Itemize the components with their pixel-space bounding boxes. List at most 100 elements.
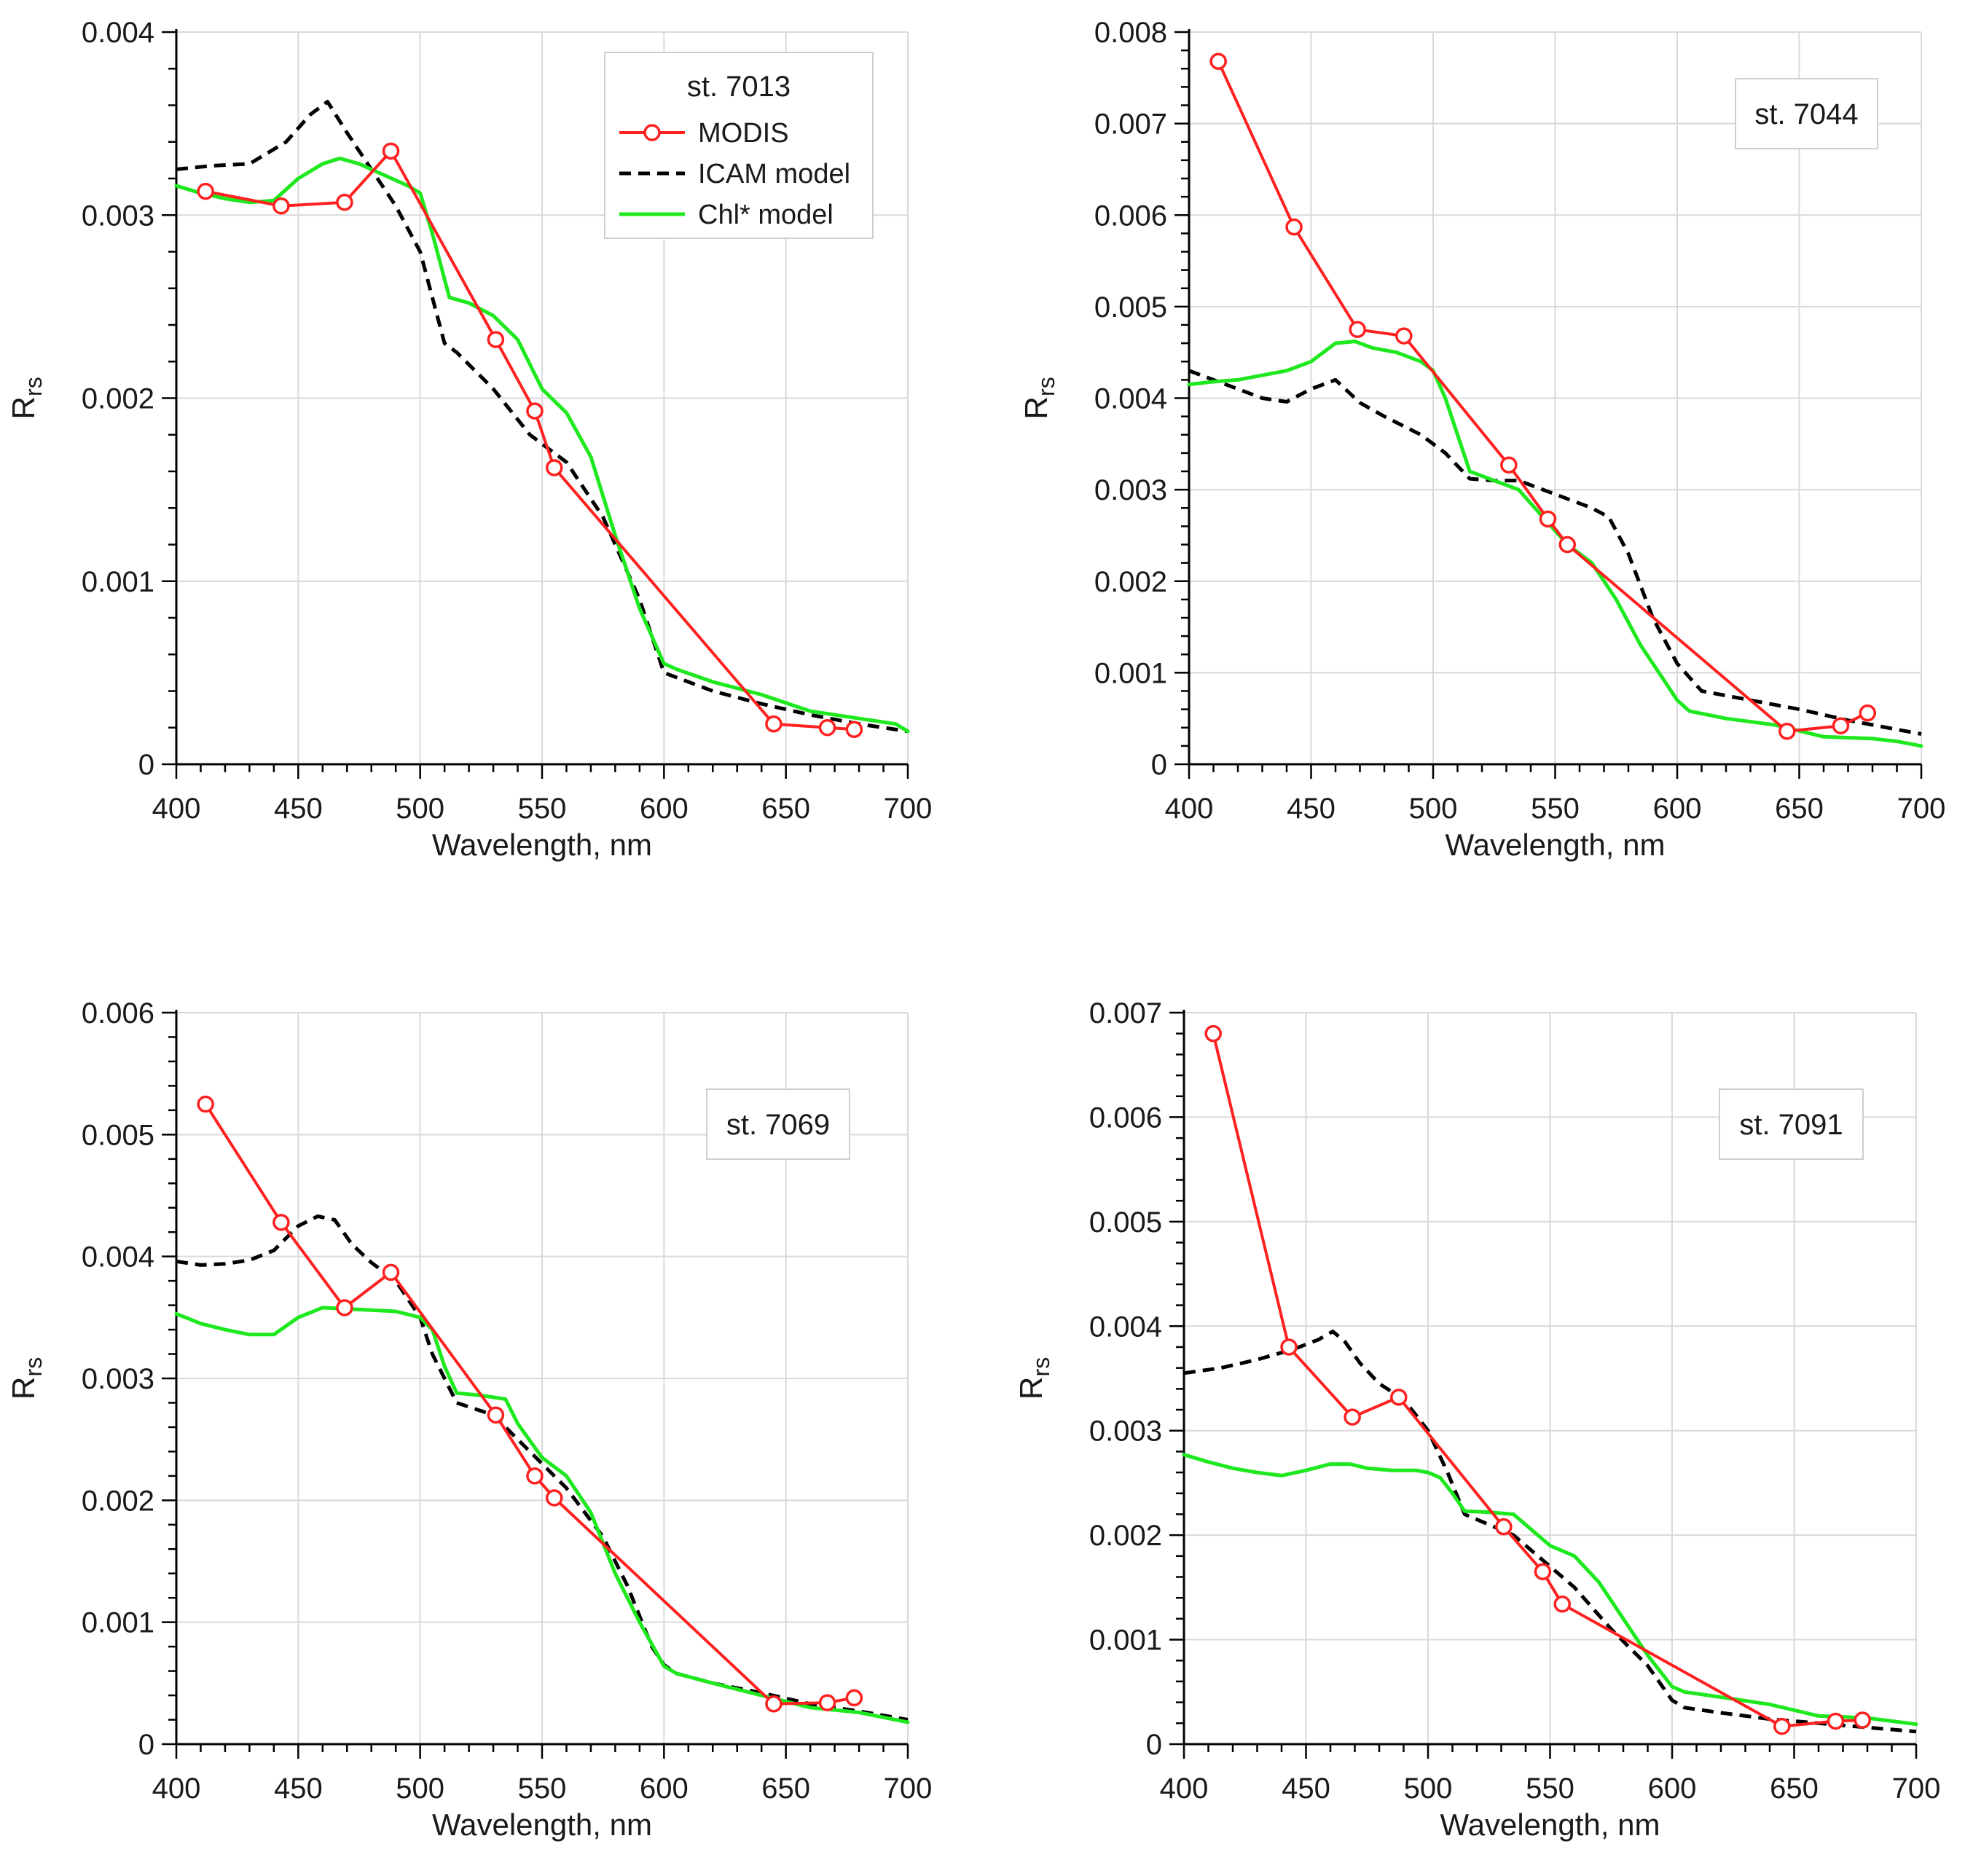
- modis-point: [1778, 723, 1796, 740]
- x-tick-label: 600: [1648, 1773, 1697, 1805]
- y-axis-label: Rrs: [6, 1357, 47, 1400]
- station-label: st. 7044: [1754, 98, 1858, 130]
- x-tick-label: 500: [396, 793, 444, 825]
- modis-point: [382, 142, 400, 160]
- x-tick-label: 650: [761, 1773, 810, 1805]
- y-tick-label: 0: [138, 1729, 154, 1761]
- x-tick-label: 600: [640, 1773, 689, 1805]
- modis-point: [818, 719, 836, 737]
- y-tick-label: 0.008: [1094, 17, 1167, 49]
- modis-point: [1204, 1024, 1222, 1043]
- y-axis-label-main: R: [1013, 1376, 1049, 1400]
- x-axis-label: Wavelength, nm: [432, 828, 652, 862]
- x-tick-label: 400: [1160, 1773, 1209, 1805]
- modis-point: [197, 182, 214, 200]
- y-tick-label: 0.004: [82, 17, 154, 49]
- x-tick-label: 700: [884, 1773, 933, 1805]
- legend-box: [604, 52, 874, 239]
- chart-panel-4: 0 0.001 0.002 0.003 0.004 0.005 0.006 0.007 400 4…: [1013, 997, 1940, 1842]
- modis-point: [1832, 717, 1850, 734]
- chart-panel-2: 0 0.001 0.002 0.003 0.004 0.005 0.006 0.007 0.00…: [1019, 17, 1945, 862]
- series-line-modis: [1217, 60, 1870, 733]
- y-tick-label: 0.002: [82, 1485, 154, 1517]
- modis-point: [1553, 1596, 1571, 1613]
- series-line-chl-model: [1182, 1453, 1918, 1727]
- y-axis-label-main: R: [6, 396, 42, 420]
- y-tick-label: 0.001: [1089, 1625, 1162, 1657]
- modis-point: [1209, 52, 1227, 70]
- legend: st. 7013 MODIS ICAM model Chl* model: [604, 52, 874, 239]
- modis-point: [545, 1489, 563, 1507]
- series-line-chl-model: [1187, 340, 1923, 748]
- x-axis-label: Wavelength, nm: [1440, 1808, 1660, 1842]
- modis-point: [1859, 704, 1877, 722]
- station-label: st. 7069: [726, 1109, 830, 1141]
- y-tick-label: 0.003: [82, 1363, 154, 1395]
- station-label: st. 7091: [1739, 1109, 1843, 1141]
- y-axis-label-main: R: [1019, 396, 1054, 420]
- modis-point: [1854, 1711, 1872, 1729]
- modis-point: [1349, 321, 1366, 339]
- legend-entry: MODIS: [698, 118, 789, 149]
- x-tick-label: 550: [1531, 793, 1580, 825]
- modis-point: [1773, 1717, 1791, 1735]
- y-tick-label: 0.002: [1089, 1520, 1162, 1552]
- modis-point: [1285, 218, 1303, 236]
- series-line-modis: [1212, 1032, 1864, 1728]
- y-tick-label: 0.005: [82, 1119, 154, 1151]
- y-tick-label: 0.007: [1094, 109, 1167, 141]
- x-tick-label: 650: [761, 793, 810, 825]
- x-tick-label: 450: [1287, 793, 1336, 825]
- modis-point: [487, 1406, 505, 1424]
- y-tick-label: 0.002: [1094, 566, 1167, 598]
- modis-point: [1558, 535, 1576, 554]
- y-tick-label: 0.004: [82, 1241, 154, 1273]
- modis-point: [526, 1467, 544, 1485]
- modis-point: [336, 1299, 353, 1316]
- x-tick-label: 450: [1282, 1773, 1330, 1805]
- x-tick-label: 700: [1892, 1773, 1941, 1805]
- modis-point: [1495, 1518, 1513, 1536]
- modis-point: [382, 1263, 400, 1282]
- series-line-modis: [204, 149, 856, 731]
- station-label-box: [1735, 78, 1878, 149]
- x-tick-label: 500: [1404, 1773, 1453, 1805]
- y-tick-label: 0.003: [1089, 1416, 1162, 1448]
- y-axis-label: Rrs: [6, 377, 47, 419]
- modis-point: [818, 1694, 836, 1711]
- modis-point: [1280, 1338, 1298, 1356]
- y-tick-label: 0.004: [1089, 1311, 1162, 1343]
- y-tick-label: 0.006: [1094, 200, 1167, 232]
- y-tick-label: 0.005: [1094, 291, 1167, 323]
- series-line-icam-model: [176, 100, 909, 734]
- y-tick-label: 0.001: [1094, 657, 1167, 689]
- legend-title: st. 7013: [687, 71, 791, 103]
- y-axis-label-subscript: rs: [20, 377, 47, 396]
- modis-point: [1344, 1408, 1361, 1426]
- x-tick-label: 700: [1897, 793, 1946, 825]
- station-label-box: [1719, 1088, 1864, 1160]
- x-tick-label: 550: [518, 793, 567, 825]
- y-tick-label: 0.003: [1094, 474, 1167, 506]
- modis-point: [1395, 327, 1413, 345]
- y-tick-label: 0.004: [1094, 383, 1167, 415]
- y-tick-label: 0.006: [1089, 1102, 1162, 1134]
- modis-point: [272, 197, 290, 215]
- modis-point: [487, 331, 505, 348]
- modis-point: [845, 721, 863, 739]
- modis-point: [845, 1689, 863, 1707]
- y-axis-label: Rrs: [1013, 1357, 1054, 1400]
- x-tick-label: 650: [1775, 793, 1824, 825]
- modis-point: [1390, 1389, 1408, 1406]
- x-tick-label: 600: [640, 793, 689, 825]
- modis-point: [1534, 1563, 1552, 1581]
- y-axis-label-subscript: rs: [20, 1357, 47, 1377]
- modis-point: [765, 715, 783, 733]
- x-tick-label: 600: [1653, 793, 1702, 825]
- y-tick-label: 0.007: [1089, 997, 1162, 1029]
- x-axis-label: Wavelength, nm: [1446, 828, 1666, 862]
- modis-point: [197, 1095, 214, 1113]
- chart-panel-1: 0 0.001 0.002 0.003 0.004 400 450 500 550 600 650 7…: [6, 17, 932, 862]
- y-tick-label: 0: [138, 749, 154, 781]
